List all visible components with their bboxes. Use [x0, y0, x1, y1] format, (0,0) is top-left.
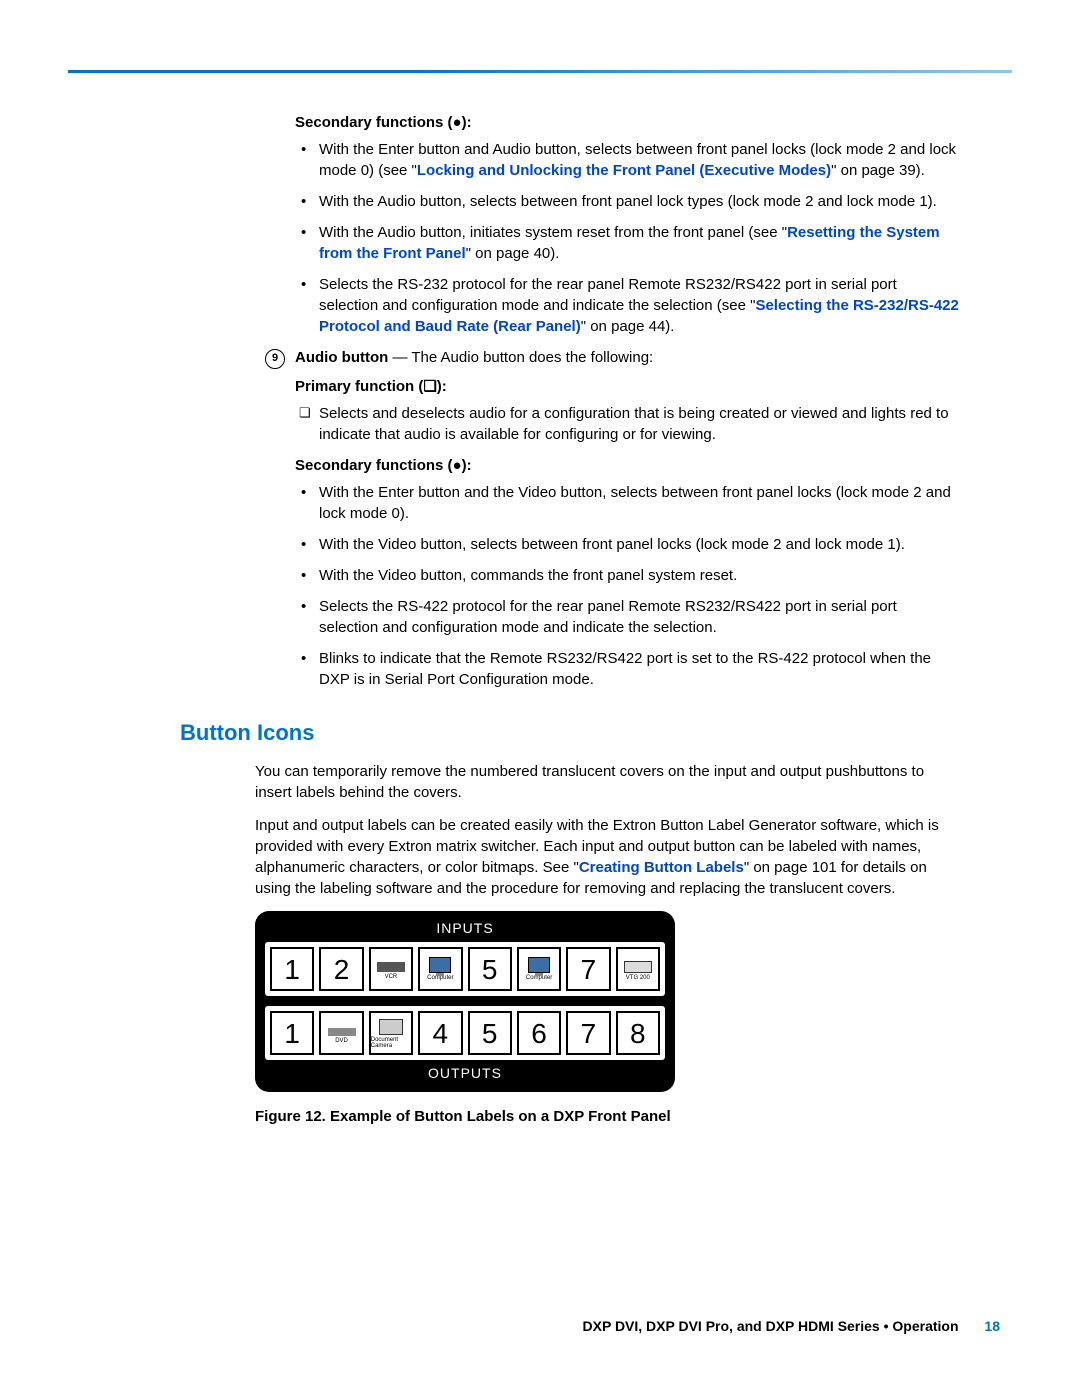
secondary-list-1: With the Enter button and Audio button, … [295, 139, 960, 337]
list-item: With the Video button, commands the fron… [295, 565, 960, 586]
panel-button-icon: Computer [418, 947, 462, 991]
panel-button-number: 8 [616, 1011, 660, 1055]
cross-ref-link[interactable]: Selecting the RS-232/RS-422 Protocol and… [319, 297, 959, 335]
panel-button-icon: Computer [517, 947, 561, 991]
inputs-row: 12VCRComputer5Computer7VTG 200 [265, 942, 665, 996]
panel-button-number: 1 [270, 1011, 314, 1055]
list-item: With the Enter button and the Video butt… [295, 482, 960, 524]
outputs-label: OUTPUTS [265, 1064, 665, 1084]
vtg-200-icon [624, 961, 652, 973]
dvd-icon [328, 1028, 356, 1036]
panel-button-number: 7 [566, 1011, 610, 1055]
item-number-9: 9 [265, 349, 285, 369]
cross-ref-link[interactable]: Locking and Unlocking the Front Panel (E… [417, 162, 831, 179]
primary-item: Selects and deselects audio for a config… [295, 403, 960, 445]
list-item: Selects the RS-422 protocol for the rear… [295, 596, 960, 638]
button-icons-heading: Button Icons [180, 718, 960, 749]
panel-button-icon: VTG 200 [616, 947, 660, 991]
list-item: With the Audio button, initiates system … [295, 222, 960, 264]
secondary-block-2: Secondary functions (●): With the Enter … [295, 455, 960, 690]
list-item: With the Enter button and Audio button, … [295, 139, 960, 181]
secondary-heading-2: Secondary functions (●): [295, 455, 960, 476]
panel-button-icon: DVD [319, 1011, 363, 1055]
header-rule [68, 70, 1012, 73]
list-item: Blinks to indicate that the Remote RS232… [295, 648, 960, 690]
button-icons-body: You can temporarily remove the numbered … [255, 761, 960, 1127]
front-panel-figure: INPUTS 12VCRComputer5Computer7VTG 200 1D… [255, 911, 675, 1092]
page: Secondary functions (●): With the Enter … [0, 0, 1080, 1397]
panel-button-number: 7 [566, 947, 610, 991]
creating-button-labels-link[interactable]: Creating Button Labels [579, 859, 744, 876]
primary-block: Primary function (❏): Selects and desele… [295, 376, 960, 445]
button-icons-p1: You can temporarily remove the numbered … [255, 761, 960, 803]
panel-button-number: 5 [468, 947, 512, 991]
vcr-icon [377, 962, 405, 972]
page-number: 18 [984, 1318, 1000, 1334]
panel-button-number: 6 [517, 1011, 561, 1055]
secondary-list-2: With the Enter button and the Video butt… [295, 482, 960, 690]
panel-button-number: 4 [418, 1011, 462, 1055]
audio-button-label: Audio button — The Audio button does the… [295, 349, 653, 366]
list-item: With the Audio button, selects between f… [295, 191, 960, 212]
secondary-heading-1: Secondary functions (●): [295, 112, 960, 133]
primary-heading: Primary function (❏): [295, 376, 960, 397]
figure-caption: Figure 12. Example of Button Labels on a… [255, 1106, 960, 1127]
button-icons-p2: Input and output labels can be created e… [255, 815, 960, 899]
content-area: Secondary functions (●): With the Enter … [180, 108, 960, 1127]
list-item: Selects the RS-232 protocol for the rear… [295, 274, 960, 337]
list-item: With the Video button, selects between f… [295, 534, 960, 555]
secondary-block-1: Secondary functions (●): With the Enter … [295, 112, 960, 337]
panel-button-icon: VCR [369, 947, 413, 991]
audio-button-item: 9 Audio button — The Audio button does t… [295, 347, 960, 368]
panel-button-number: 1 [270, 947, 314, 991]
computer-icon [429, 957, 451, 973]
page-footer: DXP DVI, DXP DVI Pro, and DXP HDMI Serie… [583, 1317, 1000, 1337]
panel-button-number: 5 [468, 1011, 512, 1055]
computer-icon [528, 957, 550, 973]
primary-list: Selects and deselects audio for a config… [295, 403, 960, 445]
outputs-row: 1DVDDocument Camera45678 [265, 1006, 665, 1060]
panel-button-icon: Document Camera [369, 1011, 413, 1055]
footer-text: DXP DVI, DXP DVI Pro, and DXP HDMI Serie… [583, 1318, 959, 1334]
panel-button-number: 2 [319, 947, 363, 991]
cross-ref-link[interactable]: Resetting the System from the Front Pane… [319, 224, 940, 262]
inputs-label: INPUTS [265, 919, 665, 939]
document-camera-icon [379, 1019, 403, 1035]
